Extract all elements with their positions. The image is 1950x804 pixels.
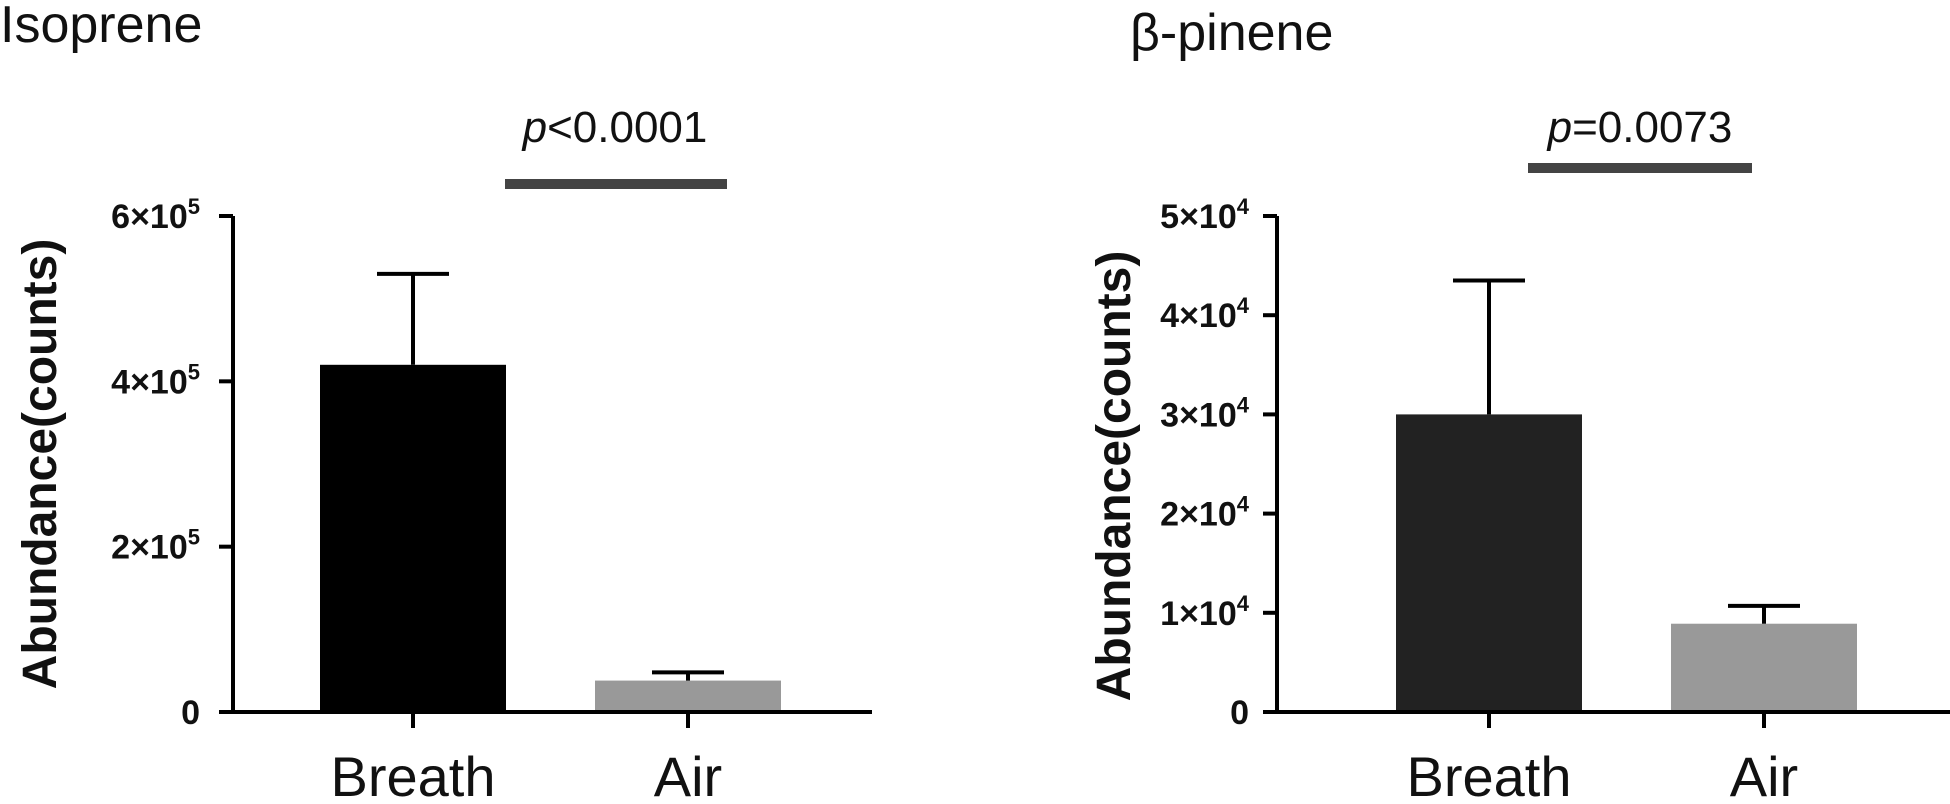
- x-tick-label: Breath: [331, 745, 496, 804]
- y-tick-label-base: 6×10: [111, 198, 188, 236]
- y-tick-label: 3×104: [1160, 392, 1250, 434]
- y-tick-label: 5×104: [1160, 194, 1250, 236]
- p-value-symbol: p: [1546, 103, 1572, 152]
- y-tick-label-base: 4×10: [111, 363, 188, 401]
- y-tick-label-exponent: 4: [1237, 293, 1250, 318]
- x-tick-label: Air: [654, 745, 722, 804]
- y-tick-label: 4×104: [1160, 293, 1250, 335]
- y-tick-label: 2×105: [111, 525, 200, 567]
- y-tick-label-base: 2×10: [111, 529, 188, 567]
- bar-air: [1671, 623, 1857, 712]
- y-tick-label-base: 0: [181, 694, 200, 732]
- y-axis-label: Abundance(counts): [14, 239, 67, 690]
- y-tick-label-base: 3×10: [1160, 396, 1237, 434]
- y-tick-label-base: 4×10: [1160, 297, 1237, 335]
- y-tick-label-exponent: 4: [1237, 194, 1250, 219]
- chart-title: Isoprene: [0, 0, 202, 54]
- chart-panel-isoprene: IsopreneAbundance(counts)02×1054×1056×10…: [0, 0, 872, 804]
- y-tick-label: 2×104: [1160, 492, 1250, 534]
- y-tick-label-base: 0: [1230, 694, 1249, 732]
- y-tick-label: 1×104: [1160, 591, 1250, 633]
- p-value-annotation: p=0.0073: [1546, 103, 1733, 152]
- y-tick-label: 0: [1230, 694, 1249, 732]
- y-tick-label-exponent: 4: [1237, 492, 1250, 517]
- p-value-symbol: p: [521, 103, 547, 152]
- y-tick-label-base: 1×10: [1160, 595, 1237, 633]
- y-tick-label: 6×105: [111, 194, 200, 236]
- y-tick-label-exponent: 5: [188, 525, 200, 550]
- y-tick-label: 0: [181, 694, 200, 732]
- p-value-text: <0.0001: [547, 103, 707, 152]
- y-tick-label-exponent: 4: [1237, 591, 1250, 616]
- x-tick-label: Air: [1730, 745, 1798, 804]
- bar-breath: [1396, 414, 1582, 712]
- y-tick-label-exponent: 5: [188, 359, 200, 384]
- p-value-text: =0.0073: [1572, 103, 1732, 152]
- y-tick-label-base: 5×10: [1160, 198, 1237, 236]
- y-tick-label-exponent: 4: [1237, 392, 1250, 417]
- chart-panel-beta-pinene: β-pineneAbundance(counts)01×1042×1043×10…: [1088, 4, 1950, 804]
- bar-breath: [320, 364, 506, 712]
- y-tick-label-exponent: 5: [188, 194, 200, 219]
- y-tick-label: 4×105: [111, 359, 200, 401]
- y-tick-label-base: 2×10: [1160, 496, 1237, 534]
- x-tick-label: Breath: [1407, 745, 1572, 804]
- p-value-annotation: p<0.0001: [521, 103, 708, 152]
- y-axis-label: Abundance(counts): [1088, 251, 1141, 702]
- bar-air: [595, 680, 781, 712]
- chart-title: β-pinene: [1130, 4, 1333, 62]
